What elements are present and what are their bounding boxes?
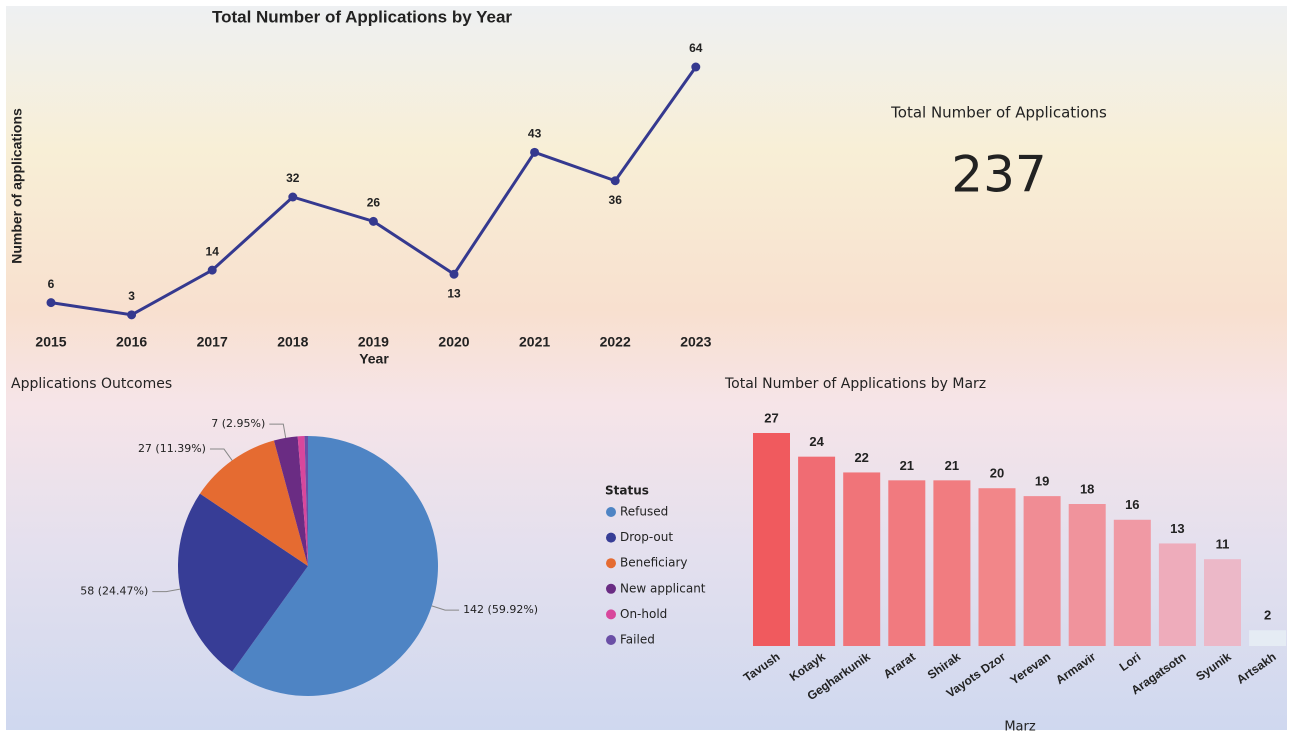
y-axis-title: Number of applications (9, 108, 25, 264)
x-axis-title: Year (359, 351, 389, 367)
legend-label: Failed (620, 633, 655, 647)
legend-swatch (606, 609, 616, 620)
data-label: 64 (689, 41, 703, 55)
x-axis-title: Marz (1004, 720, 1036, 733)
legend-label: Refused (620, 505, 668, 519)
data-label: 21 (900, 458, 914, 473)
data-label: 13 (447, 286, 461, 300)
data-label: 32 (286, 171, 300, 185)
leader-line (269, 423, 287, 439)
point (449, 269, 459, 279)
bar (1113, 519, 1151, 646)
legend-label: New applicant (620, 581, 706, 595)
legend-swatch (606, 507, 616, 517)
legend-swatch (606, 635, 616, 645)
card-title: Total Number of Applications (890, 104, 1107, 122)
data-label: 43 (528, 126, 542, 140)
data-label: 6 (48, 277, 55, 291)
point (46, 298, 56, 308)
data-label: 58 (24.47%) (80, 585, 148, 598)
x-tick-label: 2015 (35, 334, 66, 350)
leader-line (209, 448, 233, 461)
legend-swatch (606, 532, 616, 543)
bar (753, 433, 790, 646)
bar (1023, 496, 1061, 646)
point (288, 192, 298, 202)
data-label: 14 (206, 244, 220, 258)
data-label: 21 (945, 458, 959, 473)
data-label: 36 (609, 193, 623, 207)
data-label: 3 (128, 289, 135, 303)
data-label: 24 (809, 434, 824, 449)
data-label: 22 (854, 450, 868, 465)
legend-swatch (606, 583, 616, 594)
x-tick-label: 2022 (600, 334, 631, 350)
point (368, 216, 378, 226)
data-label: 27 (764, 410, 778, 425)
legend-label: Drop-out (620, 530, 673, 544)
data-label: 13 (1170, 521, 1184, 536)
pie-slice (232, 436, 438, 696)
pie-slice (273, 436, 308, 566)
data-label: 16 (1125, 497, 1139, 512)
bar (888, 480, 926, 646)
leader-line (431, 605, 460, 611)
bar (933, 480, 971, 646)
card-value: 237 (951, 146, 1046, 204)
pie-slice (304, 436, 308, 566)
bar (1158, 543, 1196, 646)
bar (1249, 630, 1287, 646)
data-label: 20 (990, 466, 1004, 481)
bar (843, 472, 881, 646)
data-label: 2 (1264, 608, 1271, 623)
bar (798, 456, 836, 646)
data-label: 18 (1080, 481, 1094, 496)
point (530, 147, 540, 157)
pie-slice (199, 440, 308, 566)
pie-slice (297, 436, 308, 566)
x-tick-label: 2016 (116, 334, 147, 350)
chart-title: Total Number of Applications by Year (212, 7, 512, 26)
data-label: 11 (1216, 537, 1230, 552)
bar (978, 488, 1016, 646)
x-tick-label: 2021 (519, 334, 550, 350)
x-tick-label: 2023 (680, 334, 711, 350)
leader-line (152, 588, 181, 593)
data-label: 19 (1035, 474, 1049, 489)
point (127, 310, 137, 320)
bar (1204, 559, 1241, 646)
pie-slice (178, 493, 308, 672)
x-tick-label: 2018 (277, 334, 308, 350)
legend-swatch (606, 558, 616, 569)
point (610, 176, 620, 186)
chart-title: Total Number of Applications by Marz (724, 376, 986, 392)
x-tick-label: 2019 (358, 334, 389, 350)
chart-title: Applications Outcomes (11, 376, 172, 392)
bar (1068, 504, 1106, 646)
point (691, 62, 701, 72)
legend-label: On-hold (620, 607, 667, 621)
x-tick-label: 2020 (438, 334, 469, 350)
x-tick-label: 2017 (197, 334, 228, 350)
data-label: 27 (11.39%) (138, 442, 206, 455)
legend-title: Status (605, 484, 649, 498)
legend-label: Beneficiary (620, 556, 687, 570)
data-label: 142 (59.92%) (463, 603, 538, 616)
data-label: 26 (367, 196, 381, 210)
point (207, 265, 217, 275)
data-label: 7 (2.95%) (211, 417, 265, 430)
